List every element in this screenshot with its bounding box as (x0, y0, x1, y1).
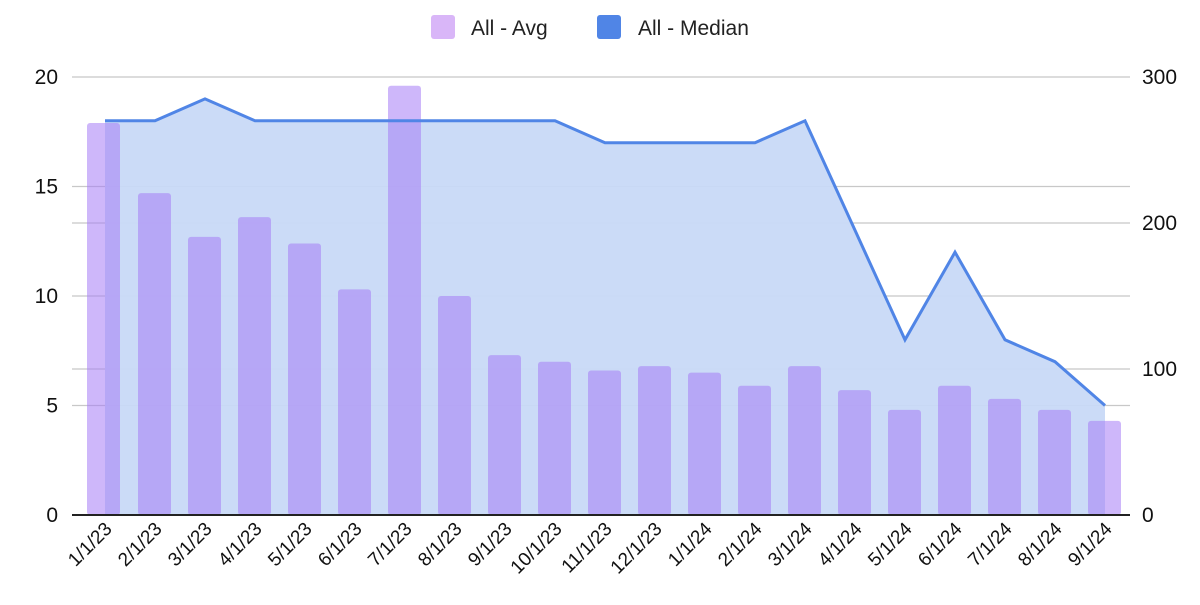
avg-bar[interactable] (838, 390, 871, 515)
x-axis-tick: 4/1/24 (814, 518, 867, 571)
x-axis-tick: 4/1/23 (214, 519, 266, 571)
y-axis-left-tick: 15 (35, 176, 58, 199)
x-axis-tick: 5/1/23 (264, 519, 316, 571)
avg-bar[interactable] (338, 289, 371, 515)
y-axis-right-tick: 0 (1142, 504, 1154, 527)
x-axis-tick: 3/1/24 (764, 518, 817, 571)
avg-bar[interactable] (188, 236, 221, 515)
y-axis-left-tick: 10 (35, 285, 58, 308)
avg-bar[interactable] (788, 366, 821, 515)
x-axis-tick: 6/1/23 (314, 519, 366, 571)
avg-bar[interactable] (238, 217, 271, 515)
median-line (105, 97, 1106, 407)
y-axis-left-tick: 5 (46, 395, 58, 418)
x-axis-tick: 1/1/24 (664, 518, 717, 571)
x-axis-tick: 9/1/24 (1064, 518, 1117, 571)
avg-bar[interactable] (288, 243, 321, 515)
avg-bar[interactable] (488, 355, 521, 515)
avg-bar-series (87, 85, 1121, 516)
y-axis-right-tick: 100 (1142, 358, 1177, 381)
legend-item-avg[interactable]: All - Avg (431, 15, 548, 40)
avg-bar[interactable] (938, 385, 971, 515)
x-axis-tick: 12/1/23 (607, 519, 667, 579)
y-axis-left-tick: 20 (35, 66, 58, 89)
y-axis-right-tick: 300 (1142, 66, 1177, 89)
avg-bar[interactable] (888, 409, 921, 515)
y-axis-right-tick: 200 (1142, 212, 1177, 235)
legend-item-median[interactable]: All - Median (597, 15, 749, 40)
avg-bar[interactable] (388, 85, 421, 515)
avg-bar[interactable] (138, 193, 171, 515)
y-axis-left-tick: 0 (46, 504, 58, 527)
avg-bar[interactable] (988, 398, 1021, 515)
legend-swatch-avg (431, 15, 455, 39)
avg-bar[interactable] (1038, 409, 1071, 515)
x-axis-tick: 8/1/23 (414, 519, 466, 571)
avg-bar[interactable] (538, 361, 571, 515)
median-line-path[interactable] (105, 97, 1106, 407)
legend: All - Avg All - Median (431, 15, 749, 40)
avg-bar[interactable] (87, 122, 120, 516)
x-axis-tick: 10/1/23 (507, 519, 567, 579)
legend-label-median: All - Median (638, 17, 749, 40)
x-axis-tick: 7/1/24 (964, 518, 1017, 571)
avg-bar[interactable] (438, 296, 471, 515)
legend-label-avg: All - Avg (471, 17, 548, 40)
avg-bar[interactable] (738, 385, 771, 515)
avg-bar[interactable] (588, 370, 621, 515)
x-axis-tick: 2/1/23 (114, 519, 166, 571)
x-axis-tick: 8/1/24 (1014, 518, 1067, 571)
x-axis-tick: 7/1/23 (364, 519, 416, 571)
avg-bar[interactable] (1088, 420, 1121, 515)
x-axis-tick: 3/1/23 (164, 519, 216, 571)
x-axis-tick: 5/1/24 (864, 518, 917, 571)
avg-bar[interactable] (638, 366, 671, 515)
x-axis-tick: 6/1/24 (914, 518, 967, 571)
legend-swatch-median (597, 15, 621, 39)
x-axis-tick: 1/1/23 (64, 519, 116, 571)
x-axis-tick: 11/1/23 (558, 519, 617, 578)
avg-bar[interactable] (688, 372, 721, 515)
x-axis-tick: 2/1/24 (714, 518, 767, 571)
